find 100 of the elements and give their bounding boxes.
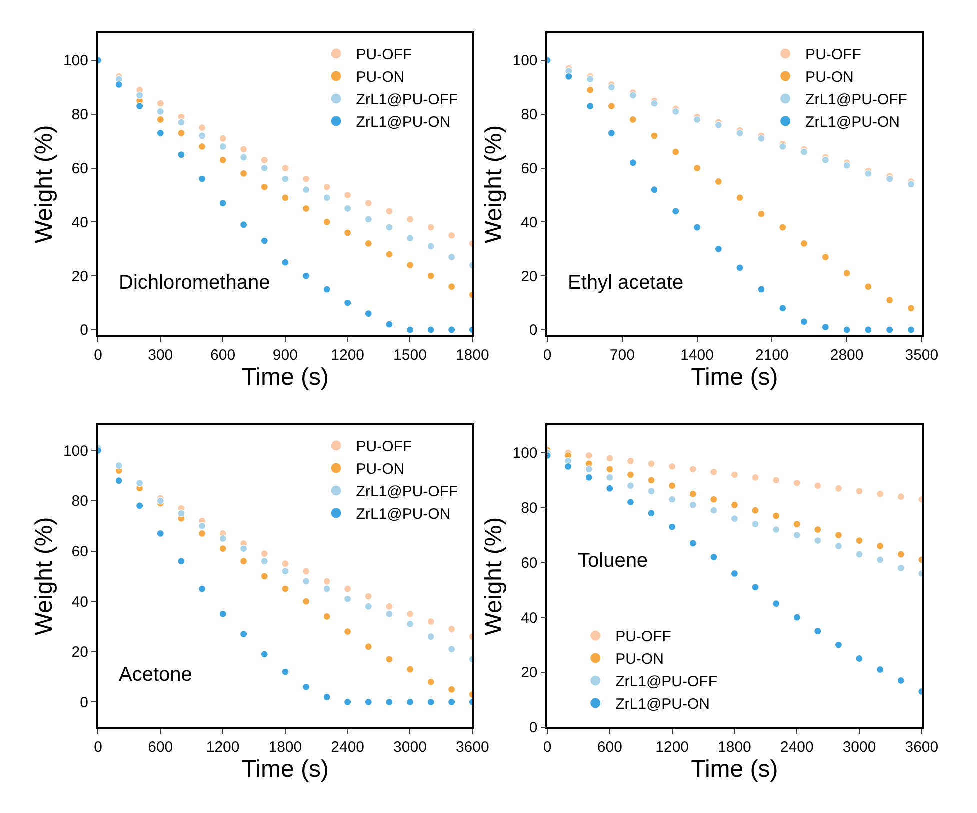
- point: [406, 666, 414, 674]
- point: [386, 320, 394, 328]
- point: [406, 216, 414, 224]
- point: [856, 654, 864, 663]
- point: [282, 568, 290, 576]
- point: [672, 108, 680, 116]
- point: [843, 162, 851, 170]
- point: [323, 585, 331, 593]
- x-tick-label: 700: [610, 347, 635, 364]
- point: [178, 129, 186, 138]
- point: [668, 462, 676, 470]
- point: [864, 283, 872, 291]
- legend-label: PU-ON: [356, 461, 405, 478]
- y-tick-label: 0: [529, 720, 538, 737]
- point: [364, 698, 372, 706]
- y-axis-title: Weight (%): [31, 517, 58, 636]
- x-tick-label: 3600: [905, 739, 939, 756]
- point: [386, 656, 394, 664]
- point: [302, 175, 310, 183]
- point: [626, 498, 635, 506]
- legend-label: ZrL1@PU-OFF: [356, 92, 458, 109]
- point: [689, 540, 697, 548]
- y-tick-label: 60: [521, 160, 538, 178]
- x-axis-title: Time (s): [242, 756, 329, 784]
- point: [710, 496, 718, 504]
- point: [136, 480, 144, 488]
- point: [772, 512, 780, 520]
- point: [758, 210, 766, 218]
- x-tick-label: 900: [272, 347, 298, 364]
- legend-label: ZrL1@PU-OFF: [616, 674, 718, 691]
- x-tick-label: 600: [597, 739, 622, 756]
- x-tick-label: 600: [210, 347, 236, 364]
- point: [693, 224, 702, 232]
- point: [282, 258, 290, 266]
- point: [302, 272, 310, 280]
- x-tick-label: 3500: [905, 347, 939, 364]
- point: [565, 72, 573, 80]
- point: [876, 556, 884, 564]
- point: [156, 497, 164, 505]
- point: [198, 124, 206, 132]
- point: [364, 240, 372, 248]
- point: [736, 194, 744, 202]
- point: [198, 175, 206, 183]
- point: [323, 612, 331, 620]
- x-tick-label: 1500: [394, 347, 427, 364]
- point: [240, 170, 248, 178]
- y-tick-label: 80: [521, 500, 538, 518]
- x-axis-title: Time (s): [691, 364, 778, 392]
- point: [793, 479, 801, 487]
- point: [730, 570, 739, 578]
- point: [282, 194, 290, 202]
- legend-label: PU-ON: [616, 651, 664, 668]
- point: [606, 454, 614, 462]
- point: [136, 92, 144, 100]
- point: [448, 625, 456, 634]
- point: [282, 668, 290, 676]
- point: [386, 602, 394, 610]
- point: [648, 476, 656, 484]
- x-tick-label: 3600: [456, 739, 490, 756]
- point: [800, 240, 808, 248]
- annotation: Dichloromethane: [119, 272, 270, 294]
- point: [240, 154, 248, 162]
- point: [219, 134, 227, 142]
- point: [386, 224, 394, 232]
- point: [323, 286, 331, 294]
- point: [260, 164, 268, 172]
- x-tick-label: 0: [543, 739, 552, 756]
- legend-label: ZrL1@PU-ON: [356, 114, 451, 132]
- point: [736, 264, 744, 272]
- point: [864, 326, 872, 334]
- legend-label: ZrL1@PU-ON: [356, 506, 451, 524]
- point: [752, 506, 760, 514]
- point: [822, 323, 830, 332]
- x-tick-label: 2100: [755, 347, 789, 364]
- annotation: Acetone: [119, 664, 192, 686]
- point: [606, 474, 614, 482]
- point: [629, 159, 637, 167]
- point: [814, 536, 822, 545]
- point: [843, 326, 851, 334]
- point: [586, 102, 594, 110]
- point: [822, 156, 830, 164]
- point: [834, 531, 843, 540]
- y-tick-label: 20: [521, 664, 538, 682]
- point: [323, 693, 331, 701]
- point: [448, 686, 456, 694]
- x-tick-label: 1800: [268, 739, 302, 756]
- point: [876, 542, 884, 550]
- point: [814, 482, 822, 490]
- point: [668, 496, 676, 504]
- point: [800, 148, 808, 156]
- point: [386, 250, 394, 258]
- point: [427, 224, 435, 232]
- point: [302, 683, 310, 691]
- point: [689, 466, 697, 474]
- point: [779, 304, 787, 312]
- point: [897, 676, 905, 685]
- point: [886, 326, 894, 334]
- point: [198, 132, 206, 140]
- point: [897, 550, 905, 558]
- point: [758, 134, 766, 142]
